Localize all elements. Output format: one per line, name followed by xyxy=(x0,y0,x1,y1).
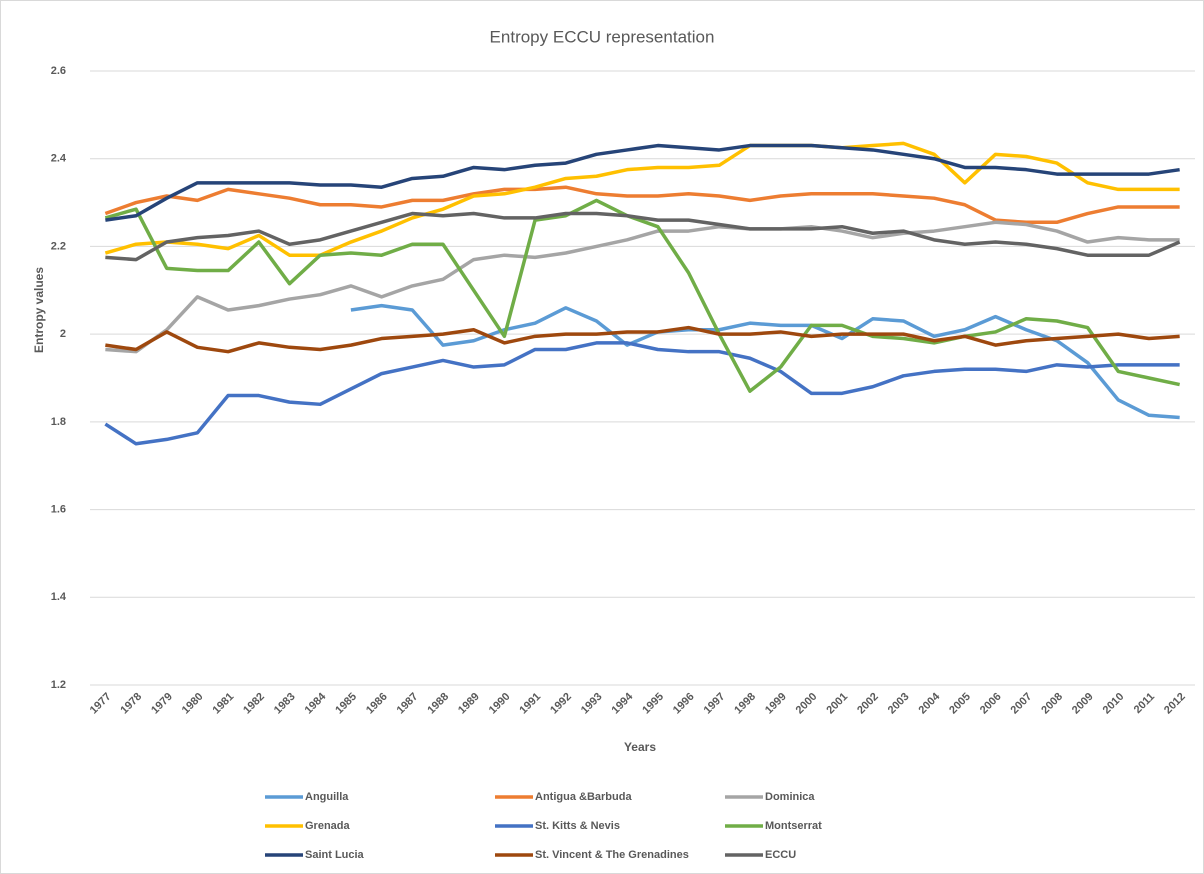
y-tick-label: 2.6 xyxy=(51,65,66,77)
series-line xyxy=(104,198,1181,393)
series-line xyxy=(105,220,1180,354)
y-tick-label: 1.6 xyxy=(51,503,66,515)
y-tick-label: 1.8 xyxy=(51,416,66,428)
legend-label: St. Vincent & The Grenadines xyxy=(535,849,689,861)
legend-label: Montserrat xyxy=(765,820,822,832)
legend-label: Grenada xyxy=(305,820,351,832)
series-line xyxy=(104,185,1180,225)
y-axis-title: Entropy values xyxy=(32,267,46,353)
legend-label: St. Kitts & Nevis xyxy=(535,820,620,832)
y-tick-label: 2.4 xyxy=(51,153,67,165)
y-tick-label: 2.2 xyxy=(51,240,66,252)
legend-label: Antigua &Barbuda xyxy=(535,791,632,803)
x-axis-title: Years xyxy=(624,740,656,754)
legend-label: Anguilla xyxy=(305,791,349,803)
series-line xyxy=(105,325,1180,354)
legend-label: Dominica xyxy=(765,791,815,803)
series-line xyxy=(104,341,1180,446)
y-tick-label: 1.2 xyxy=(51,679,66,691)
y-tick-label: 2 xyxy=(60,328,66,340)
legend-label: Saint Lucia xyxy=(305,849,365,861)
series-line xyxy=(105,211,1181,262)
legend-label: ECCU xyxy=(765,849,796,861)
chart-title: Entropy ECCU representation xyxy=(490,27,715,46)
series-line xyxy=(104,141,1180,257)
series-line xyxy=(105,143,1180,222)
y-tick-label: 1.4 xyxy=(51,591,67,603)
